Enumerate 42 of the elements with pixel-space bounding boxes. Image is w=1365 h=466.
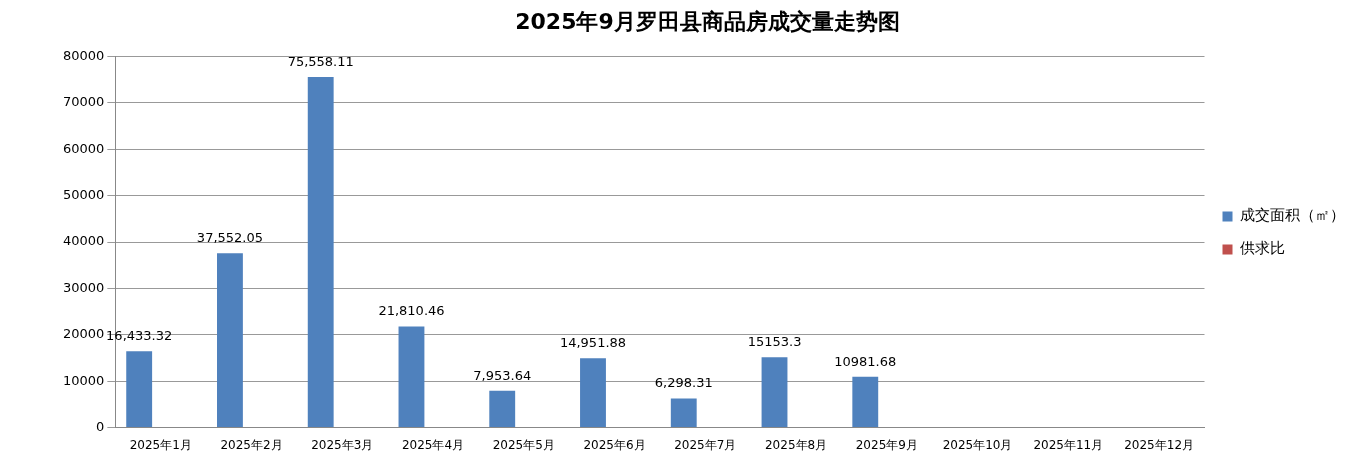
data-label: 15153.3: [747, 334, 802, 350]
y-tick-label: 70000: [63, 94, 105, 110]
x-tick-label: 2025年5月: [492, 437, 555, 452]
x-tick-label: 2025年8月: [764, 437, 828, 452]
x-tick-label: 2025年4月: [401, 437, 465, 452]
y-tick-label: 80000: [63, 47, 105, 63]
data-label: 7,953.64: [473, 367, 532, 383]
data-label: 21,810.46: [378, 303, 445, 319]
bar: [307, 77, 334, 428]
chart-title: 2025年9月罗田县商品房成交量走势图: [515, 8, 900, 34]
x-tick-label: 2025年3月: [311, 437, 374, 452]
data-label: 16,433.32: [106, 328, 173, 344]
x-tick-label: 2025年1月: [129, 437, 192, 452]
bar: [670, 398, 697, 428]
x-tick-label: 2025年9月: [855, 437, 918, 452]
x-tick-label: 2025年11月: [1033, 437, 1104, 452]
data-label: 14,951.88: [559, 335, 627, 351]
bar: [217, 253, 243, 428]
x-tick-label: 2025年2月: [220, 437, 283, 452]
legend-label: 供求比: [1240, 239, 1285, 258]
legend-label: 成交面积（㎡）: [1240, 206, 1345, 225]
x-tick-label: 2025年12月: [1124, 437, 1195, 452]
data-label: 6,298.31: [654, 375, 713, 391]
y-tick-label: 30000: [63, 279, 105, 295]
data-label: 75,558.11: [287, 53, 354, 69]
y-tick-label: 20000: [63, 326, 105, 342]
x-tick-label: 2025年10月: [942, 437, 1013, 452]
bar: [580, 358, 606, 428]
y-tick-label: 50000: [63, 186, 105, 202]
bar: [398, 326, 425, 428]
y-tick-label: 40000: [63, 233, 105, 249]
bar: [852, 376, 879, 428]
y-tick-label: 60000: [63, 140, 105, 156]
x-tick-label: 2025年6月: [583, 437, 646, 452]
data-label: 10981.68: [834, 353, 897, 369]
data-label: 37,552.05: [196, 230, 264, 246]
bar: [761, 357, 788, 428]
y-tick-label: 10000: [63, 372, 105, 388]
bar: [126, 351, 153, 428]
y-tick-label: 0: [96, 418, 105, 434]
x-tick-label: 2025年7月: [674, 437, 737, 452]
bar: [489, 390, 516, 428]
